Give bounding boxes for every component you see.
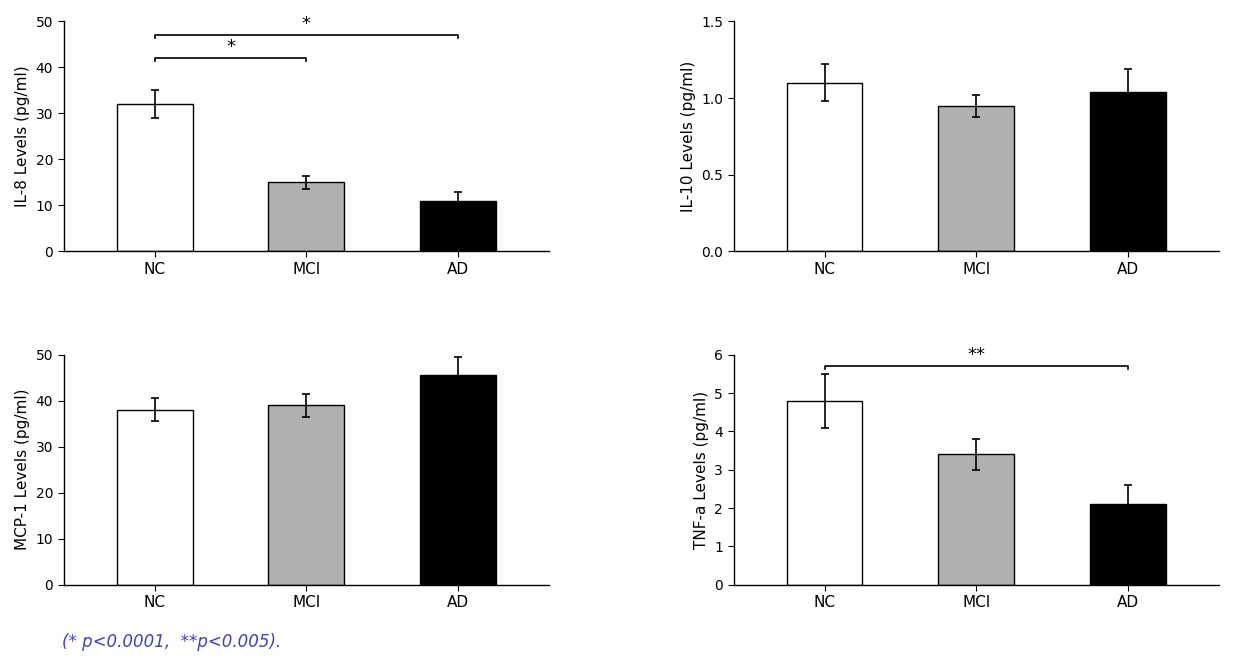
Bar [1090,92,1166,251]
Bar [938,106,1014,251]
Y-axis label: MCP-1 Levels (pg/ml): MCP-1 Levels (pg/ml) [15,389,30,551]
Text: *: * [226,38,234,56]
Bar [420,201,496,251]
Text: **: ** [967,346,985,364]
Bar [117,410,193,585]
Bar [117,104,193,251]
Bar [1090,504,1166,585]
Text: *: * [302,15,311,33]
Bar [786,401,863,585]
Y-axis label: IL-10 Levels (pg/ml): IL-10 Levels (pg/ml) [681,61,696,212]
Bar [269,405,344,585]
Y-axis label: TNF-a Levels (pg/ml): TNF-a Levels (pg/ml) [694,391,708,549]
Bar [420,376,496,585]
Bar [938,455,1014,585]
Y-axis label: IL-8 Levels (pg/ml): IL-8 Levels (pg/ml) [15,66,30,207]
Bar [786,83,863,251]
Bar [269,182,344,251]
Text: (* p<0.0001,  **p<0.005).: (* p<0.0001, **p<0.005). [62,634,281,651]
